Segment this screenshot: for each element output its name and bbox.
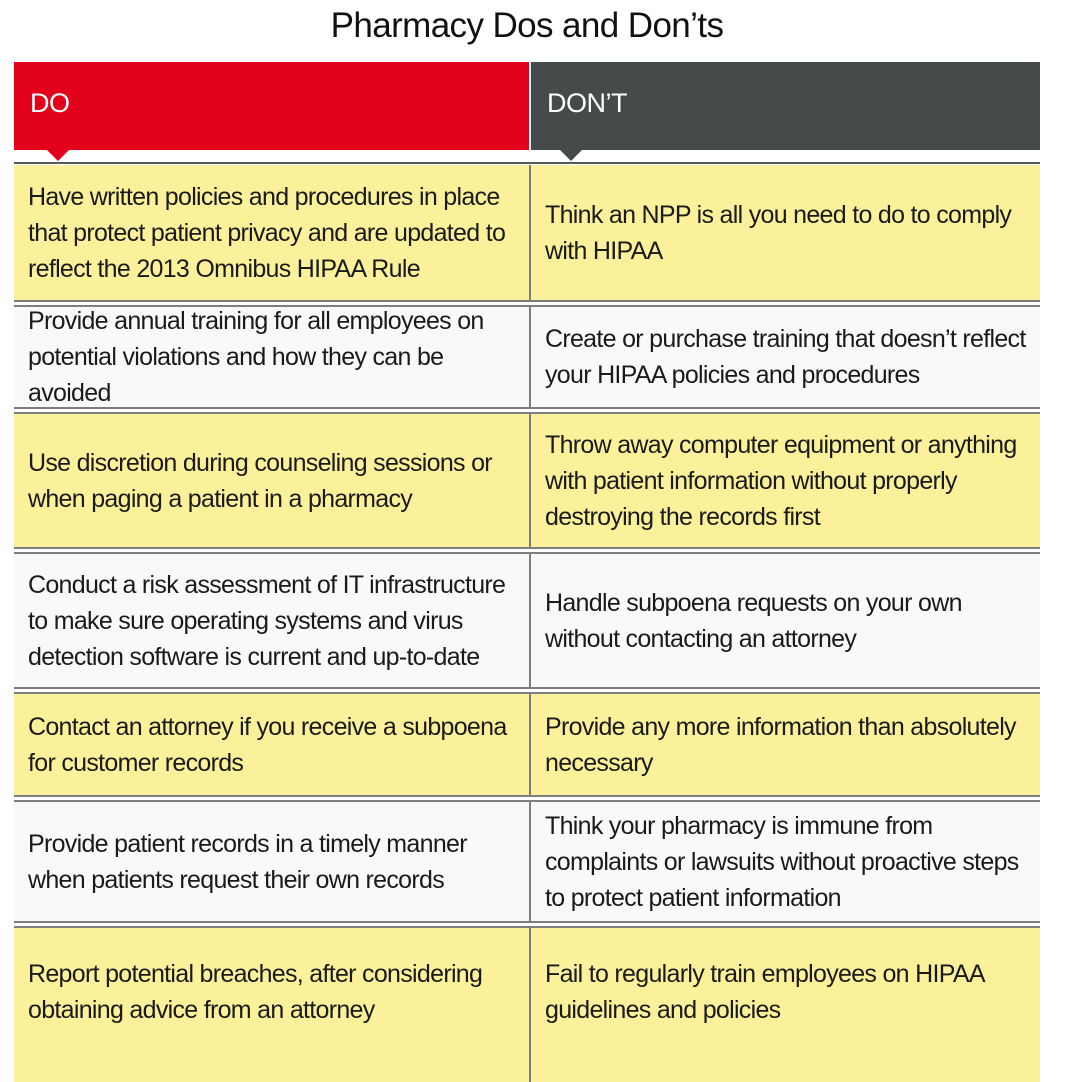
column-divider xyxy=(529,928,531,1082)
table-header: DO DON’T xyxy=(14,62,1040,150)
dont-text: Think your pharmacy is immune from compl… xyxy=(545,811,1019,912)
row-divider xyxy=(14,547,1040,554)
table-row: Provide annual training for all employee… xyxy=(14,307,1040,407)
table-row: Use discretion during counseling session… xyxy=(14,414,1040,547)
do-text: Contact an attorney if you receive a sub… xyxy=(28,712,507,777)
dont-text: Throw away computer equipment or anythin… xyxy=(545,430,1017,531)
column-divider xyxy=(529,802,531,921)
row-divider xyxy=(14,687,1040,694)
dont-text: Provide any more information than absolu… xyxy=(545,712,1017,777)
do-text: Conduct a risk assessment of IT infrastr… xyxy=(28,570,506,671)
dont-text: Create or purchase training that doesn’t… xyxy=(545,325,1026,389)
do-pointer-icon xyxy=(47,150,69,161)
dont-text: Think an NPP is all you need to do to co… xyxy=(545,200,1012,265)
dont-cell: Think an NPP is all you need to do to co… xyxy=(531,165,1040,300)
do-text: Provide annual training for all employee… xyxy=(28,307,484,407)
table-row: Have written policies and procedures in … xyxy=(14,165,1040,300)
dos-donts-table: DO DON’T Have written policies and proce… xyxy=(14,62,1040,1082)
row-divider xyxy=(14,300,1040,307)
dont-pointer-icon xyxy=(560,150,582,161)
dont-cell: Throw away computer equipment or anythin… xyxy=(531,414,1040,547)
dont-cell: Think your pharmacy is immune from compl… xyxy=(531,802,1040,921)
column-divider xyxy=(529,165,531,300)
dont-column-header: DON’T xyxy=(531,62,1040,150)
dont-cell: Handle subpoena requests on your own wit… xyxy=(531,554,1040,687)
row-divider xyxy=(14,795,1040,802)
do-cell: Use discretion during counseling session… xyxy=(14,414,529,547)
do-cell: Conduct a risk assessment of IT infrastr… xyxy=(14,554,529,687)
header-divider xyxy=(14,162,1040,164)
row-divider xyxy=(14,407,1040,414)
column-divider xyxy=(529,307,531,407)
do-text: Provide patient records in a timely mann… xyxy=(28,829,468,894)
do-text: Have written policies and procedures in … xyxy=(28,182,506,283)
page-title: Pharmacy Dos and Don’ts xyxy=(330,6,724,45)
do-cell: Provide patient records in a timely mann… xyxy=(14,802,529,921)
column-divider xyxy=(529,694,531,795)
row-divider xyxy=(14,921,1040,928)
column-divider xyxy=(529,414,531,547)
column-divider xyxy=(529,554,531,687)
table-row: Provide patient records in a timely mann… xyxy=(14,802,1040,921)
do-text: Use discretion during counseling session… xyxy=(28,448,493,513)
table-row: Contact an attorney if you receive a sub… xyxy=(14,694,1040,795)
dont-cell: Provide any more information than absolu… xyxy=(531,694,1040,795)
do-cell: Contact an attorney if you receive a sub… xyxy=(14,694,529,795)
table-row: Report potential breaches, after conside… xyxy=(14,928,1040,1082)
dont-text: Handle subpoena requests on your own wit… xyxy=(545,588,962,653)
do-cell: Have written policies and procedures in … xyxy=(14,165,529,300)
dont-cell: Fail to regularly train employees on HIP… xyxy=(531,928,1040,1082)
do-cell: Provide annual training for all employee… xyxy=(14,307,529,407)
table-row: Conduct a risk assessment of IT infrastr… xyxy=(14,554,1040,687)
dont-text: Fail to regularly train employees on HIP… xyxy=(545,960,984,1024)
do-column-header: DO xyxy=(14,62,529,150)
do-cell: Report potential breaches, after conside… xyxy=(14,928,529,1082)
do-text: Report potential breaches, after conside… xyxy=(28,960,483,1024)
dont-cell: Create or purchase training that doesn’t… xyxy=(531,307,1040,407)
